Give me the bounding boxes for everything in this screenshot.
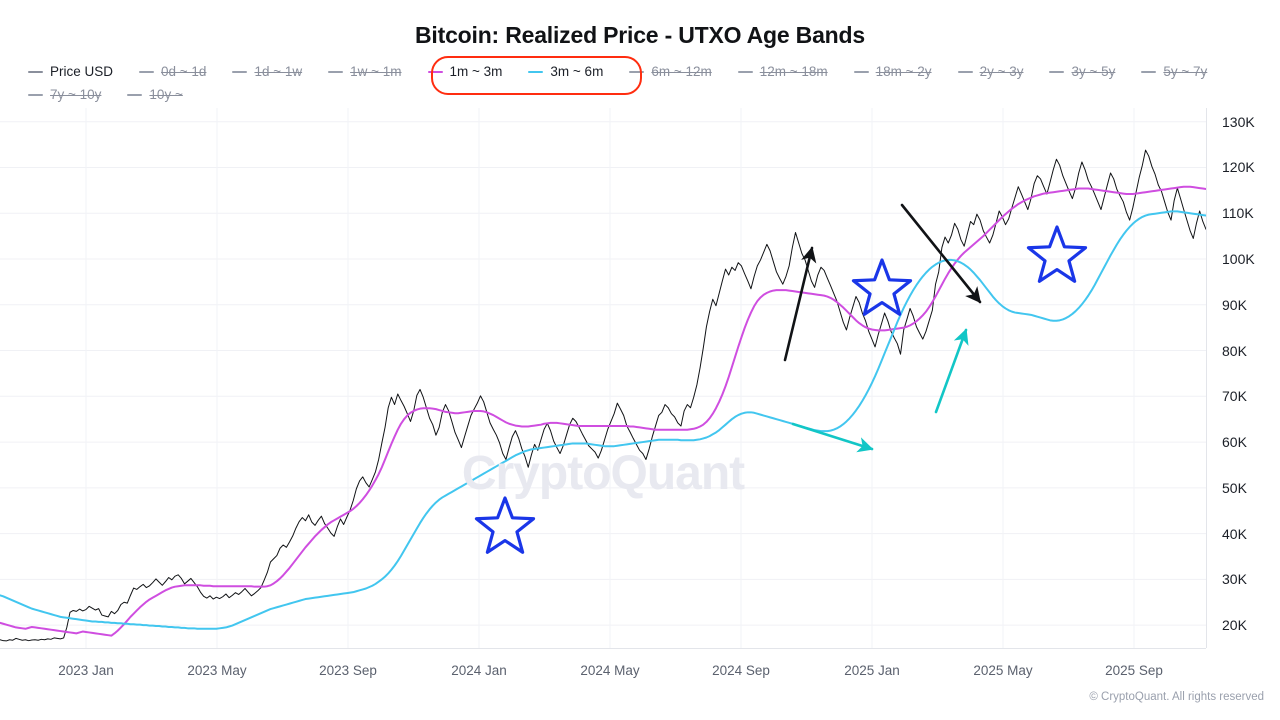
legend-swatch-icon — [853, 70, 869, 73]
legend-item-label: 0d ~ 1d — [161, 63, 207, 79]
plot-svg — [0, 108, 1206, 648]
crossover-star-1 — [474, 496, 536, 554]
x-axis-tick-label: 2025 Sep — [1105, 663, 1163, 678]
y-axis-tick-label: 130K — [1222, 113, 1255, 130]
band-flat-arrow — [791, 422, 874, 453]
legend-swatch-icon — [528, 70, 544, 73]
price-uptrend-arrow — [783, 246, 817, 362]
series-line-3m-6m — [0, 210, 1206, 630]
y-axis-tick-label: 50K — [1222, 479, 1247, 496]
page-title: Bitcoin: Realized Price - UTXO Age Bands — [415, 22, 865, 48]
plot-area[interactable]: CryptoQuant — [0, 108, 1206, 648]
y-axis-tick-label: 80K — [1222, 342, 1247, 359]
x-axis-tick-label: 2025 May — [973, 663, 1033, 678]
legend-item-6m-12m[interactable]: 6m ~ 12m — [629, 60, 712, 83]
x-axis-tick-label: 2023 Sep — [319, 663, 377, 678]
legend-item-label: 12m ~ 18m — [759, 63, 828, 79]
series-line-1m-3m — [0, 185, 1206, 637]
legend-item-label: 1m ~ 3m — [449, 63, 503, 79]
legend-item-7y-10y[interactable]: 7y ~ 10y — [28, 83, 101, 106]
legend-item-18m-2y[interactable]: 18m ~ 2y — [853, 60, 932, 83]
y-axis: 130K 120K 110K 100K 90K 80K 70K 60K 50K 40K 30K 20K — [1206, 108, 1280, 648]
legend-swatch-icon — [1141, 70, 1157, 73]
y-axis-tick-label: 70K — [1222, 388, 1247, 405]
legend-item-3m-6m[interactable]: 3m ~ 6m — [528, 60, 603, 83]
copyright-notice: © CryptoQuant. All rights reserved — [1089, 691, 1264, 703]
legend-item-label: 5y ~ 7y — [1163, 63, 1208, 79]
legend-swatch-icon — [1049, 70, 1065, 73]
legend-swatch-icon — [28, 93, 43, 96]
legend-item-label: 3m ~ 6m — [550, 63, 604, 79]
legend-item-label: Price USD — [50, 63, 114, 79]
y-axis-tick-label: 40K — [1222, 525, 1247, 542]
legend-swatch-icon — [232, 70, 248, 73]
y-axis-tick-label: 60K — [1222, 434, 1247, 451]
x-axis-tick-label: 2024 Sep — [712, 663, 770, 678]
legend-swatch-icon — [957, 70, 973, 73]
y-axis-tick-label: 30K — [1222, 571, 1247, 588]
legend-item-1m-3m[interactable]: 1m ~ 3m — [427, 60, 503, 83]
legend-item-label: 1w ~ 1m — [350, 63, 402, 79]
y-axis-tick-label: 120K — [1222, 159, 1255, 176]
legend-item-0d-1d[interactable]: 0d ~ 1d — [139, 60, 206, 83]
legend-item-3y-5y[interactable]: 3y ~ 5y — [1049, 60, 1115, 83]
legend-item-label: 18m ~ 2y — [875, 63, 932, 79]
legend-item-5y-7y[interactable]: 5y ~ 7y — [1141, 60, 1207, 83]
y-axis-tick-label: 110K — [1222, 205, 1254, 222]
legend-item-label: 10y ~ — [149, 86, 183, 102]
legend-item-label: 1d ~ 1w — [254, 63, 303, 79]
legend-swatch-icon — [427, 70, 443, 73]
x-axis-tick-label: 2023 Jan — [58, 663, 114, 678]
legend-swatch-icon — [629, 70, 645, 73]
x-axis: 2023 Jan 2023 May 2023 Sep 2024 Jan 2024 May… — [0, 648, 1206, 683]
series-line-price-usd — [0, 149, 1206, 642]
legend-item-2y-3y[interactable]: 2y ~ 3y — [957, 60, 1024, 83]
legend-item-1d-1w[interactable]: 1d ~ 1w — [232, 60, 302, 83]
x-axis-tick-label: 2024 May — [580, 663, 640, 678]
x-axis-tick-label: 2025 Jan — [844, 663, 900, 678]
legend-swatch-icon — [328, 70, 344, 73]
legend-item-12m-18m[interactable]: 12m ~ 18m — [737, 60, 828, 83]
price-downtrend-arrow — [900, 203, 982, 304]
y-axis-tick-label: 100K — [1222, 251, 1255, 268]
legend-item-label: 7y ~ 10y — [50, 86, 102, 102]
y-axis-tick-label: 20K — [1222, 617, 1247, 634]
x-axis-tick-label: 2023 May — [187, 663, 247, 678]
band-rise-arrow — [934, 328, 969, 414]
legend-item-10y[interactable]: 10y ~ — [127, 83, 183, 106]
chart-legend[interactable]: Price USD 0d ~ 1d 1d ~ 1w 1w ~ 1m 1m ~ 3m 3m … — [28, 60, 1258, 106]
x-axis-tick-label: 2024 Jan — [451, 663, 507, 678]
legend-swatch-icon — [28, 70, 43, 73]
legend-swatch-icon — [127, 93, 143, 96]
y-axis-tick-label: 90K — [1222, 296, 1247, 313]
crossover-star-2 — [851, 258, 913, 316]
legend-item-price-usd[interactable]: Price USD — [28, 60, 113, 83]
legend-item-label: 3y ~ 5y — [1071, 63, 1116, 79]
legend-swatch-icon — [737, 70, 753, 73]
legend-item-label: 2y ~ 3y — [979, 63, 1024, 79]
legend-swatch-icon — [139, 70, 155, 73]
crossover-star-3 — [1026, 225, 1088, 283]
legend-item-label: 6m ~ 12m — [651, 63, 712, 79]
legend-item-1w-1m[interactable]: 1w ~ 1m — [328, 60, 402, 83]
